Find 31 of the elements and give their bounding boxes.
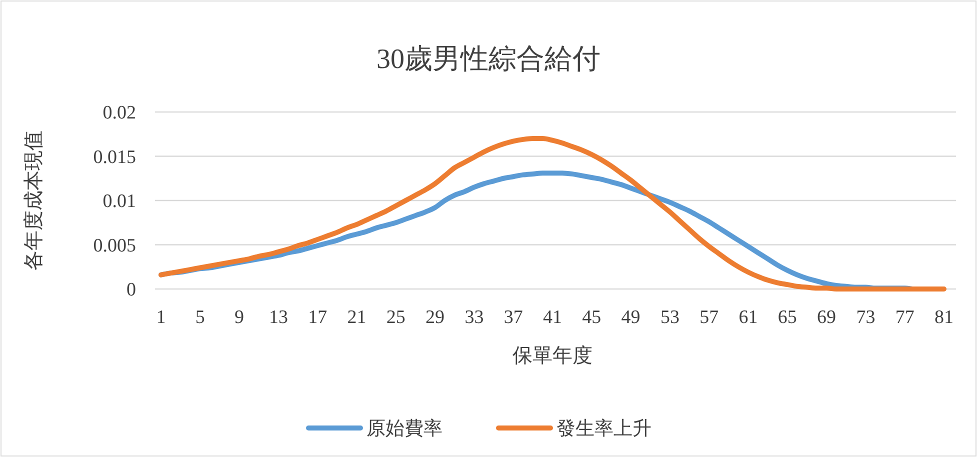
x-tick-label: 5 <box>195 307 205 328</box>
y-tick-label: 0.005 <box>93 235 136 256</box>
x-tick-label: 25 <box>386 307 406 328</box>
x-tick-label: 29 <box>426 307 445 328</box>
x-tick-label: 61 <box>738 307 758 328</box>
x-tick-label: 69 <box>817 307 836 328</box>
legend-label: 發生率上升 <box>556 418 652 440</box>
y-tick-label: 0.02 <box>102 102 136 124</box>
x-tick-label: 37 <box>504 307 523 328</box>
x-tick-label: 65 <box>778 307 797 328</box>
x-tick-label: 45 <box>582 307 602 328</box>
y-tick-label: 0.01 <box>102 191 136 212</box>
x-tick-label: 57 <box>700 307 719 328</box>
x-tick-label: 21 <box>347 307 366 328</box>
x-tick-label: 41 <box>543 307 562 328</box>
x-tick-label: 33 <box>464 307 484 328</box>
x-tick-label: 49 <box>621 307 640 328</box>
x-tick-label: 81 <box>934 307 954 328</box>
x-tick-label: 77 <box>895 307 914 328</box>
x-tick-label: 53 <box>660 307 680 328</box>
chart-title: 30歲男性綜合給付 <box>376 44 600 75</box>
x-tick-label: 13 <box>268 307 288 328</box>
x-tick-label: 73 <box>856 307 876 328</box>
x-tick-label: 9 <box>234 307 244 328</box>
legend-label: 原始費率 <box>366 418 442 440</box>
x-tick-label: 17 <box>308 307 328 328</box>
y-tick-label: 0.015 <box>93 146 136 168</box>
x-axis-title: 保單年度 <box>512 345 592 367</box>
y-axis-title: 各年度成本現值 <box>23 130 45 270</box>
x-tick-label: 1 <box>156 307 166 328</box>
y-tick-label: 0 <box>126 280 136 301</box>
